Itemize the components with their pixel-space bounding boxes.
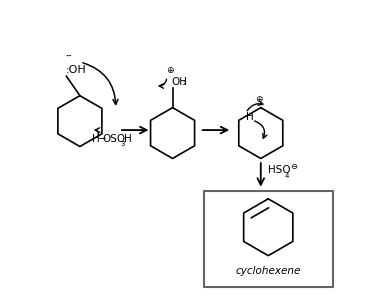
FancyArrowPatch shape: [257, 163, 264, 185]
Text: H: H: [92, 134, 99, 144]
FancyArrowPatch shape: [202, 127, 227, 133]
Text: OH: OH: [171, 77, 187, 87]
Text: H: H: [124, 134, 131, 144]
Text: 3: 3: [120, 141, 124, 147]
Text: OSO: OSO: [103, 134, 126, 144]
FancyArrowPatch shape: [159, 79, 167, 88]
FancyArrowPatch shape: [83, 63, 118, 104]
FancyArrowPatch shape: [95, 128, 99, 135]
Text: −: −: [98, 134, 106, 144]
Bar: [204, 191, 333, 287]
Text: ⊕: ⊕: [255, 95, 262, 104]
Text: 4: 4: [285, 173, 289, 179]
Text: H: H: [246, 112, 254, 122]
Text: HSO: HSO: [268, 165, 291, 176]
Text: ··: ··: [66, 53, 72, 62]
FancyArrowPatch shape: [255, 121, 267, 138]
Text: ⊖: ⊖: [290, 162, 297, 171]
FancyArrowPatch shape: [122, 127, 147, 133]
Text: ₂: ₂: [183, 78, 186, 87]
FancyArrowPatch shape: [247, 101, 263, 111]
Text: ⊕: ⊕: [167, 66, 174, 75]
Text: cyclohexene: cyclohexene: [236, 266, 301, 276]
Text: :OH: :OH: [66, 65, 86, 75]
